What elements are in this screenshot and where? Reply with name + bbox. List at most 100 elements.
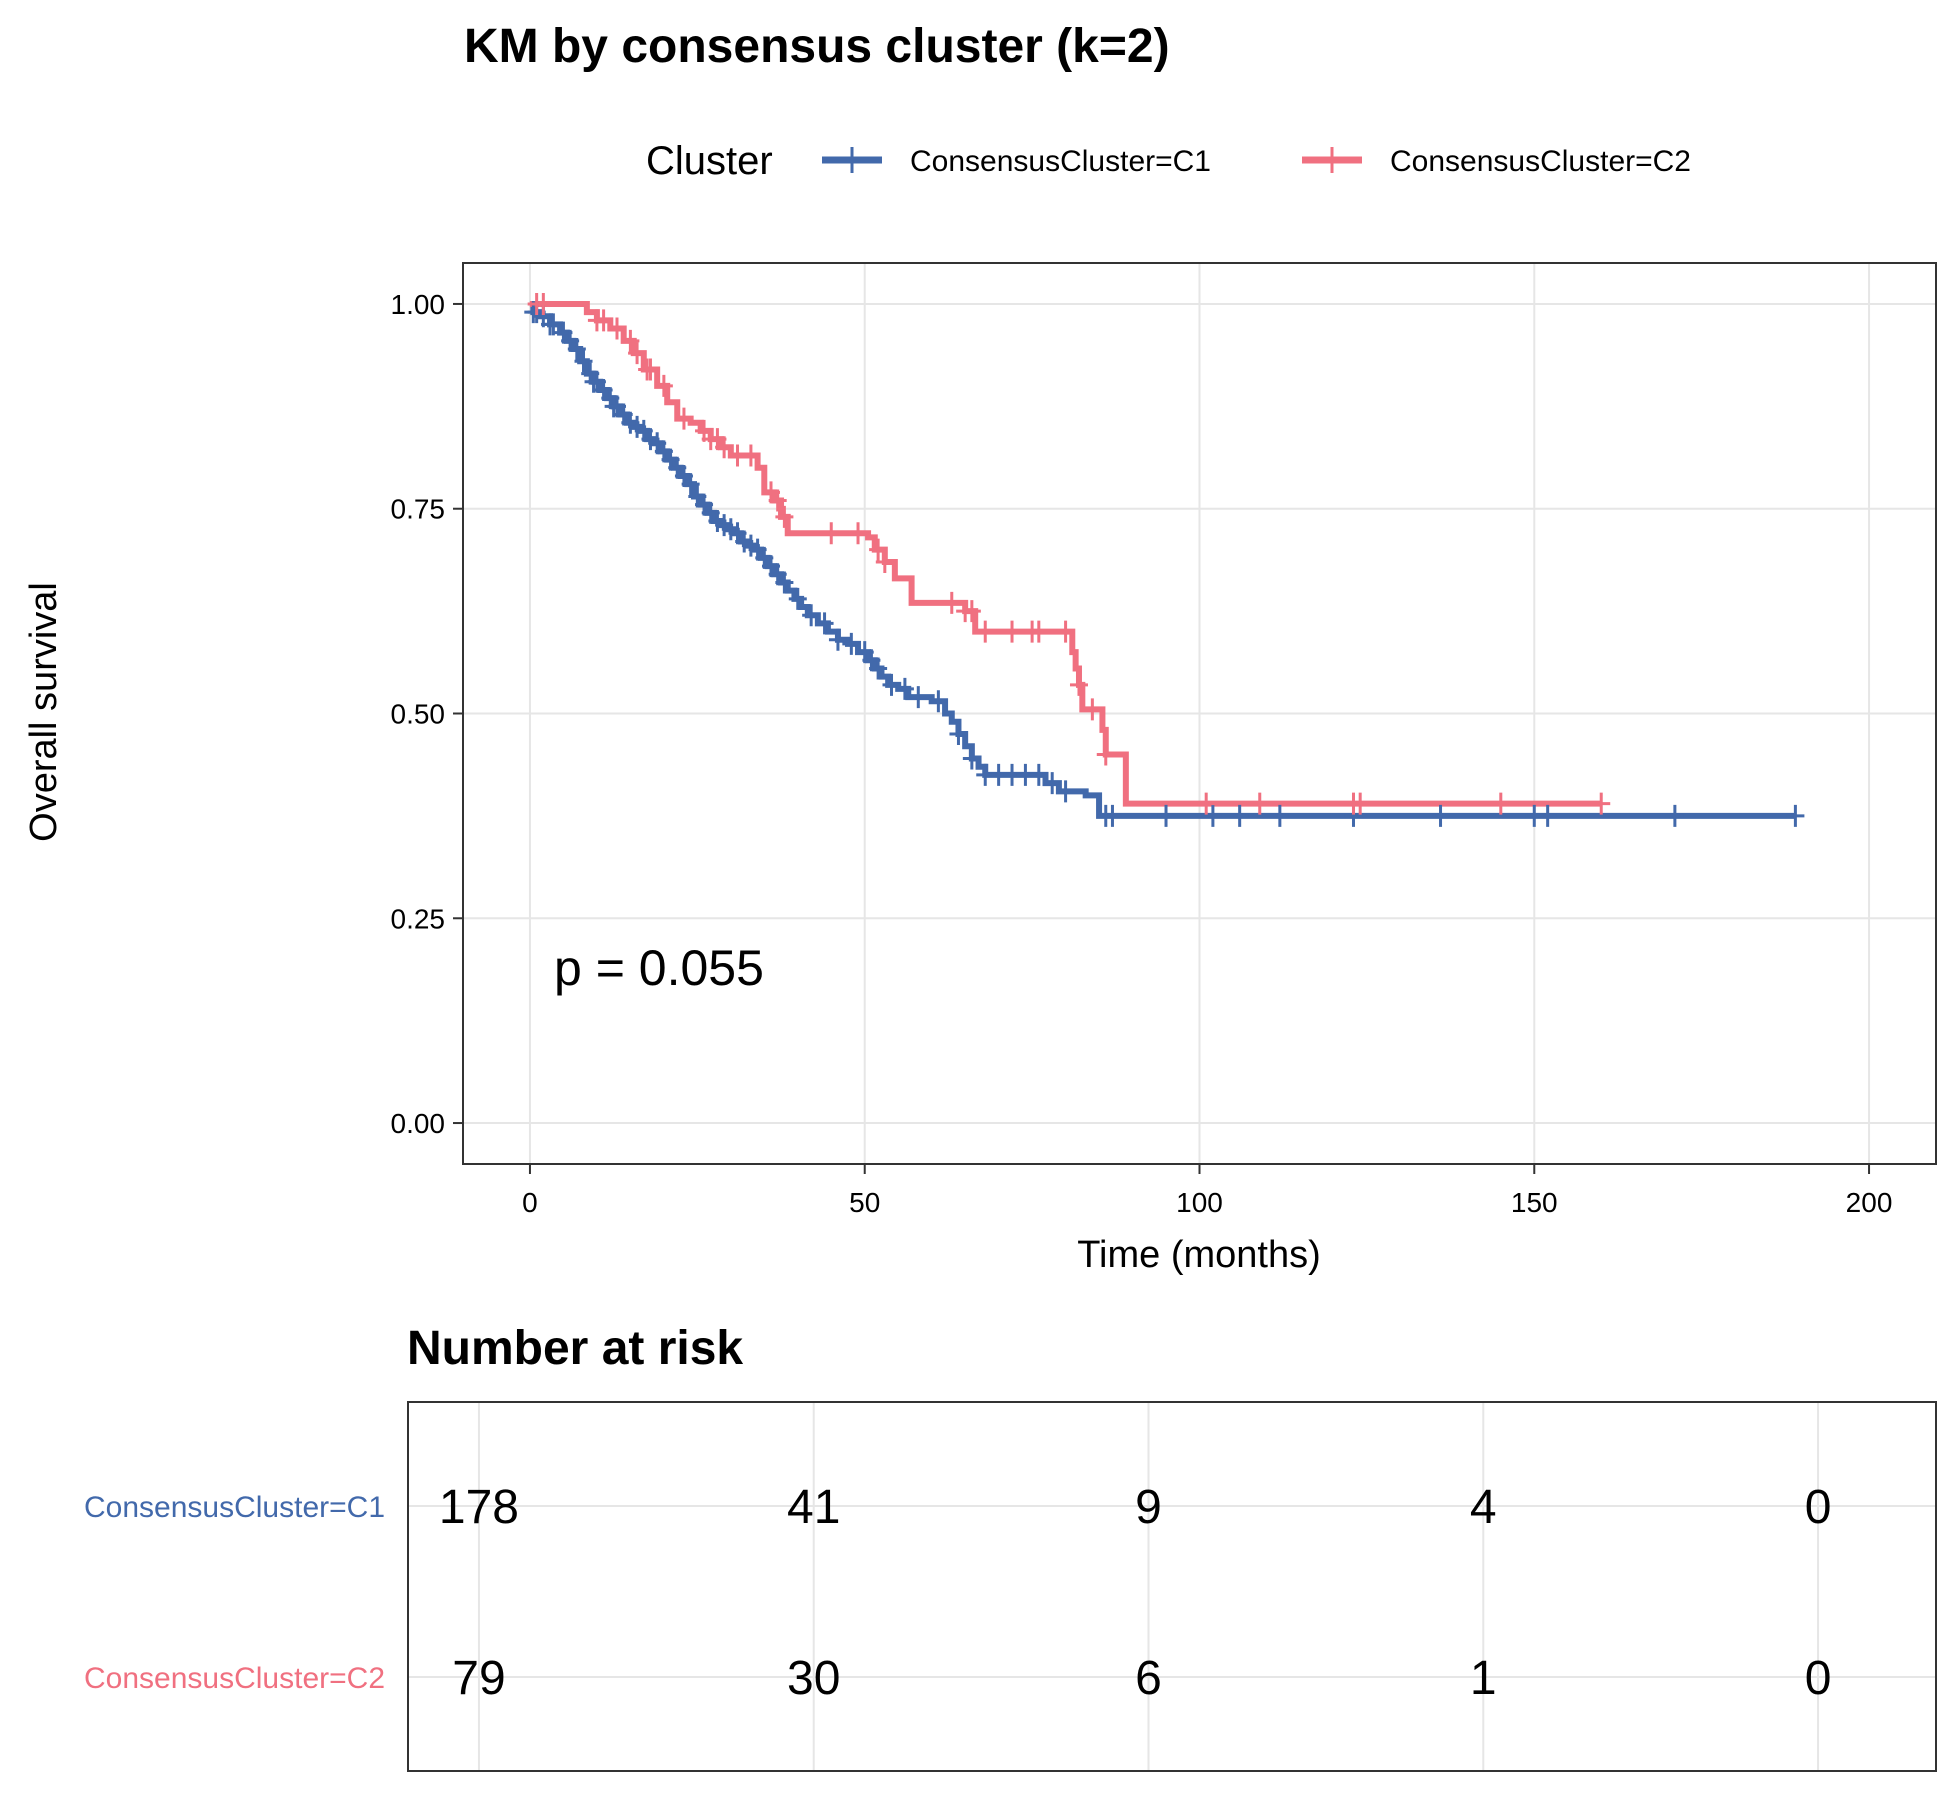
legend-key-c1 xyxy=(822,147,882,173)
p-value-annotation: p = 0.055 xyxy=(554,940,764,996)
x-tick-label: 100 xyxy=(1176,1187,1223,1218)
censor-mark-c1 xyxy=(1538,804,1557,827)
risk-table: 178 41 9 4 0 79 30 6 1 0 xyxy=(407,1401,1937,1772)
censor-mark-c2 xyxy=(534,292,553,315)
x-axis-title: Time (months) xyxy=(1077,1234,1321,1276)
censor-mark-c1 xyxy=(949,722,968,745)
censor-mark-c1 xyxy=(842,632,861,655)
risk-value-c1: 0 xyxy=(1805,1481,1832,1534)
risk-value-c1: 178 xyxy=(439,1481,519,1534)
risk-value-c2: 1 xyxy=(1470,1652,1497,1705)
censor-mark-c1 xyxy=(802,604,821,627)
x-tick-label: 200 xyxy=(1846,1187,1893,1218)
x-tick-label: 50 xyxy=(849,1187,880,1218)
censor-mark-c1 xyxy=(1270,804,1289,827)
censor-mark-c2 xyxy=(822,522,841,545)
censor-mark-c1 xyxy=(1157,804,1176,827)
risk-table-values: 178 41 9 4 0 79 30 6 1 0 xyxy=(439,1481,1831,1705)
risk-table-title: Number at risk xyxy=(407,1322,743,1375)
censor-mark-c2 xyxy=(628,342,647,365)
censor-mark-c2 xyxy=(1056,620,1075,643)
censor-mark-c2 xyxy=(875,550,894,573)
risk-value-c1: 4 xyxy=(1470,1481,1497,1534)
censor-mark-c2 xyxy=(674,407,693,430)
censor-mark-c2 xyxy=(594,309,613,332)
risk-row-label-c2: ConsensusCluster=C2 xyxy=(84,1662,385,1695)
risk-row-label-c1: ConsensusCluster=C1 xyxy=(84,1491,385,1524)
risk-table-background xyxy=(408,1402,1936,1771)
censor-mark-c1 xyxy=(574,350,593,373)
y-axis-title: Overall survival xyxy=(23,582,65,842)
censor-mark-c1 xyxy=(869,657,888,680)
survival-curve-c2 xyxy=(529,300,1602,807)
x-tick-label: 0 xyxy=(522,1187,538,1218)
km-plot-panel xyxy=(462,262,1937,1165)
censor-mark-c2 xyxy=(942,591,961,614)
risk-value-c2: 30 xyxy=(787,1652,840,1705)
censor-mark-c1 xyxy=(962,747,981,770)
censor-mark-c1 xyxy=(544,313,563,336)
censor-mark-c2 xyxy=(741,444,760,467)
risk-value-c1: 9 xyxy=(1135,1481,1162,1534)
censor-mark-c2 xyxy=(1003,620,1022,643)
legend-title: Cluster xyxy=(646,139,773,183)
censor-mark-c2 xyxy=(1351,792,1370,815)
censor-mark-c1 xyxy=(815,612,834,635)
censor-mark-c1 xyxy=(929,690,948,713)
censor-mark-c1 xyxy=(681,473,700,496)
censor-mark-c2 xyxy=(715,436,734,459)
censor-mark-c2 xyxy=(1592,792,1611,815)
censor-mark-c1 xyxy=(1056,780,1075,803)
chart-title: KM by consensus cluster (k=2) xyxy=(464,20,1170,73)
censor-mark-c2 xyxy=(1250,792,1269,815)
censor-mark-c2 xyxy=(1083,698,1102,721)
censor-mark-c2 xyxy=(962,600,981,623)
censor-mark-c2 xyxy=(654,374,673,397)
censor-mark-c1 xyxy=(895,677,914,700)
x-tick-label: 150 xyxy=(1511,1187,1558,1218)
censor-mark-c2 xyxy=(768,489,787,512)
legend-key-c2 xyxy=(1302,147,1362,173)
risk-value-c2: 0 xyxy=(1805,1652,1832,1705)
censor-mark-c1 xyxy=(788,587,807,610)
risk-value-c1: 41 xyxy=(787,1481,840,1534)
censor-marks xyxy=(524,292,1805,827)
grid-lines xyxy=(463,263,1936,1164)
censor-mark-c2 xyxy=(1069,673,1088,696)
risk-table-border xyxy=(407,1401,1937,1772)
risk-table-grid xyxy=(408,1402,1936,1771)
censor-mark-c1 xyxy=(1043,772,1062,795)
censor-mark-c1 xyxy=(909,686,928,709)
censor-mark-c1 xyxy=(1103,804,1122,827)
legend: Cluster ConsensusCluster=C1 ConsensusClu… xyxy=(646,139,1691,183)
censor-mark-c1 xyxy=(882,673,901,696)
censor-mark-c2 xyxy=(869,538,888,561)
y-tick-label: 1.00 xyxy=(391,289,446,320)
risk-value-c2: 79 xyxy=(452,1652,505,1705)
axes: 0.00 0.25 0.50 0.75 1.00 0 50 100 150 200 xyxy=(391,289,1893,1218)
censor-mark-c1 xyxy=(1203,804,1222,827)
censor-mark-c1 xyxy=(1029,763,1048,786)
risk-table-row-labels: ConsensusCluster=C1 ConsensusCluster=C2 xyxy=(84,1491,385,1695)
y-axis-ticks: 0.00 0.25 0.50 0.75 1.00 xyxy=(391,289,463,1139)
censor-mark-c2 xyxy=(775,505,794,528)
censor-mark-c2 xyxy=(849,522,868,545)
y-tick-label: 0.50 xyxy=(391,699,446,730)
censor-mark-c2 xyxy=(1491,792,1510,815)
censor-mark-c1 xyxy=(828,628,847,651)
censor-mark-c2 xyxy=(1096,743,1115,766)
censor-mark-c2 xyxy=(976,620,995,643)
censor-mark-c2 xyxy=(1197,792,1216,815)
y-tick-label: 0.25 xyxy=(391,903,446,934)
censor-mark-c2 xyxy=(641,358,660,381)
censor-mark-c1 xyxy=(1230,804,1249,827)
censor-mark-c2 xyxy=(621,329,640,352)
x-axis-ticks: 0 50 100 150 200 xyxy=(522,1164,1892,1218)
censor-mark-c1 xyxy=(1665,804,1684,827)
y-tick-label: 0.75 xyxy=(391,494,446,525)
legend-label-c2: ConsensusCluster=C2 xyxy=(1390,145,1691,178)
censor-mark-c1 xyxy=(567,338,586,361)
censor-mark-c2 xyxy=(607,317,626,340)
y-tick-label: 0.00 xyxy=(391,1108,446,1139)
